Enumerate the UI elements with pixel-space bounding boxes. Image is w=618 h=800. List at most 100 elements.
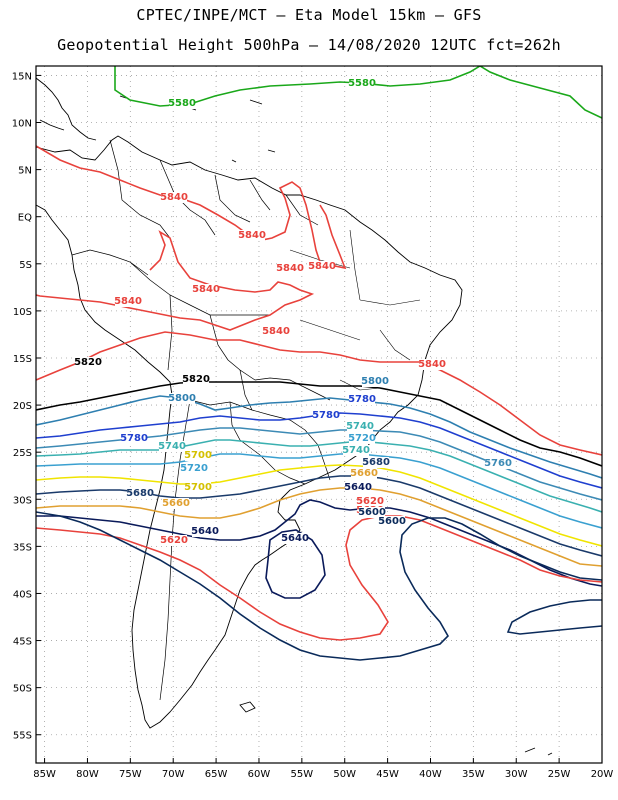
latitude-ticks: 15N 10N 5N EQ 5S 10S 15S 20S 25S 30S 35S 40S 45S 50S 5… [12,71,41,742]
contour-label: 5740 [342,445,370,456]
contour-label: 5800 [168,393,196,404]
contour-label: 5640 [281,533,309,544]
contour-label-bg [347,421,373,432]
contour-label: 5840 [160,192,188,203]
lat-tick-label: 35S [13,542,32,553]
contour-label-bg [169,98,195,109]
contour-5820 [36,381,602,467]
contour-label: 5620 [356,496,384,507]
contour-label: 5820 [182,374,210,385]
contour-label: 5600 [358,507,386,518]
lat-tick-label: 20S [13,401,32,412]
contour-label-bg [192,526,218,537]
lon-tick-label: 55W [291,769,314,780]
south-georgia [524,747,553,756]
contour-label-bg [485,458,511,469]
contour-5640 [36,499,602,587]
contour-labels: 5580 5580 5840 5840 5840 5840 5840 5840 5840 5840… [74,78,512,546]
contour-label: 5780 [312,410,340,421]
lon-tick-label: 25W [548,769,571,780]
longitude-ticks: 85W 80W 75W 70W 65W 60W 55W 50W 45W 40W 35W 30W 25W 2… [33,758,613,780]
contour-label-bg [277,263,303,274]
contour-5740 [36,439,602,513]
contour-label: 5840 [418,359,446,370]
contour-label-bg [357,496,383,507]
contour-label: 5620 [160,535,188,546]
contour-label: 5780 [120,433,148,444]
lat-tick-label: 30S [13,495,32,506]
contour-label: 5840 [262,326,290,337]
contour-5840-north [36,145,347,270]
contour-label-bg [161,192,187,203]
lon-tick-label: 85W [33,769,56,780]
contour-label: 5780 [348,394,376,405]
lat-tick-label: 15N [12,71,32,82]
contour-label: 5640 [344,482,372,493]
contour-label-bg [343,445,369,456]
contour-label-bg [121,433,147,444]
contour-label-bg [309,261,335,272]
contour-label-bg [115,296,141,307]
contour-label-bg [159,441,185,452]
lat-tick-label: 25S [13,448,32,459]
lon-tick-label: 40W [419,769,442,780]
contour-label-bg [363,457,389,468]
lat-tick-label: 55S [13,731,32,742]
contour-5640-closed [265,529,326,599]
contour-5620 [36,515,602,641]
lon-tick-label: 60W [248,769,271,780]
contour-label: 5700 [184,450,212,461]
lon-tick-label: 30W [505,769,528,780]
height-contours [36,66,602,661]
contour-5600 [36,511,602,661]
contour-label: 5740 [346,421,374,432]
contour-label-bg [351,468,377,479]
contour-label: 5760 [484,458,512,469]
coastlines [36,77,553,756]
lat-tick-label: 5N [18,166,32,177]
lon-tick-label: 80W [76,769,99,780]
central-america-coastline [36,77,97,141]
contour-label-bg [349,433,375,444]
contour-label: 5820 [74,357,102,368]
contour-label: 5640 [191,526,219,537]
contour-label-bg [183,374,209,385]
lat-tick-label: 15S [13,354,32,365]
contour-label: 5800 [361,376,389,387]
contour-label-bg [345,482,371,493]
contour-label: 5680 [362,457,390,468]
contour-label-bg [127,488,153,499]
contour-label: 5720 [180,463,208,474]
lon-tick-label: 70W [162,769,185,780]
lat-tick-label: 10N [12,119,32,130]
contour-label-bg [185,450,211,461]
lat-tick-label: 10S [13,307,32,318]
contour-label-bg [181,463,207,474]
contour-label-bg [379,516,405,527]
lon-tick-label: 50W [333,769,356,780]
contour-label: 5840 [114,296,142,307]
contour-label-bg [185,482,211,493]
lon-tick-label: 20W [591,769,614,780]
contour-label: 5740 [158,441,186,452]
contour-label: 5700 [184,482,212,493]
falkland-islands [239,701,256,713]
contour-label-bg [163,498,189,509]
contour-label-bg [349,78,375,89]
lon-tick-label: 75W [119,769,142,780]
contour-label-bg [263,326,289,337]
contour-5660 [36,487,602,567]
lat-tick-label: 5S [19,260,32,271]
contour-label: 5680 [126,488,154,499]
contour-5700 [36,464,602,547]
map-frame [35,65,603,764]
lat-tick-label: 50S [13,684,32,695]
contour-5720 [36,453,602,529]
lat-tick-label: 40S [13,589,32,600]
lat-tick-label: 45S [13,637,32,648]
contour-5600-east [506,599,602,635]
contour-label: 5600 [378,516,406,527]
contour-label-bg [239,230,265,241]
contour-5840-amazon [36,230,315,331]
